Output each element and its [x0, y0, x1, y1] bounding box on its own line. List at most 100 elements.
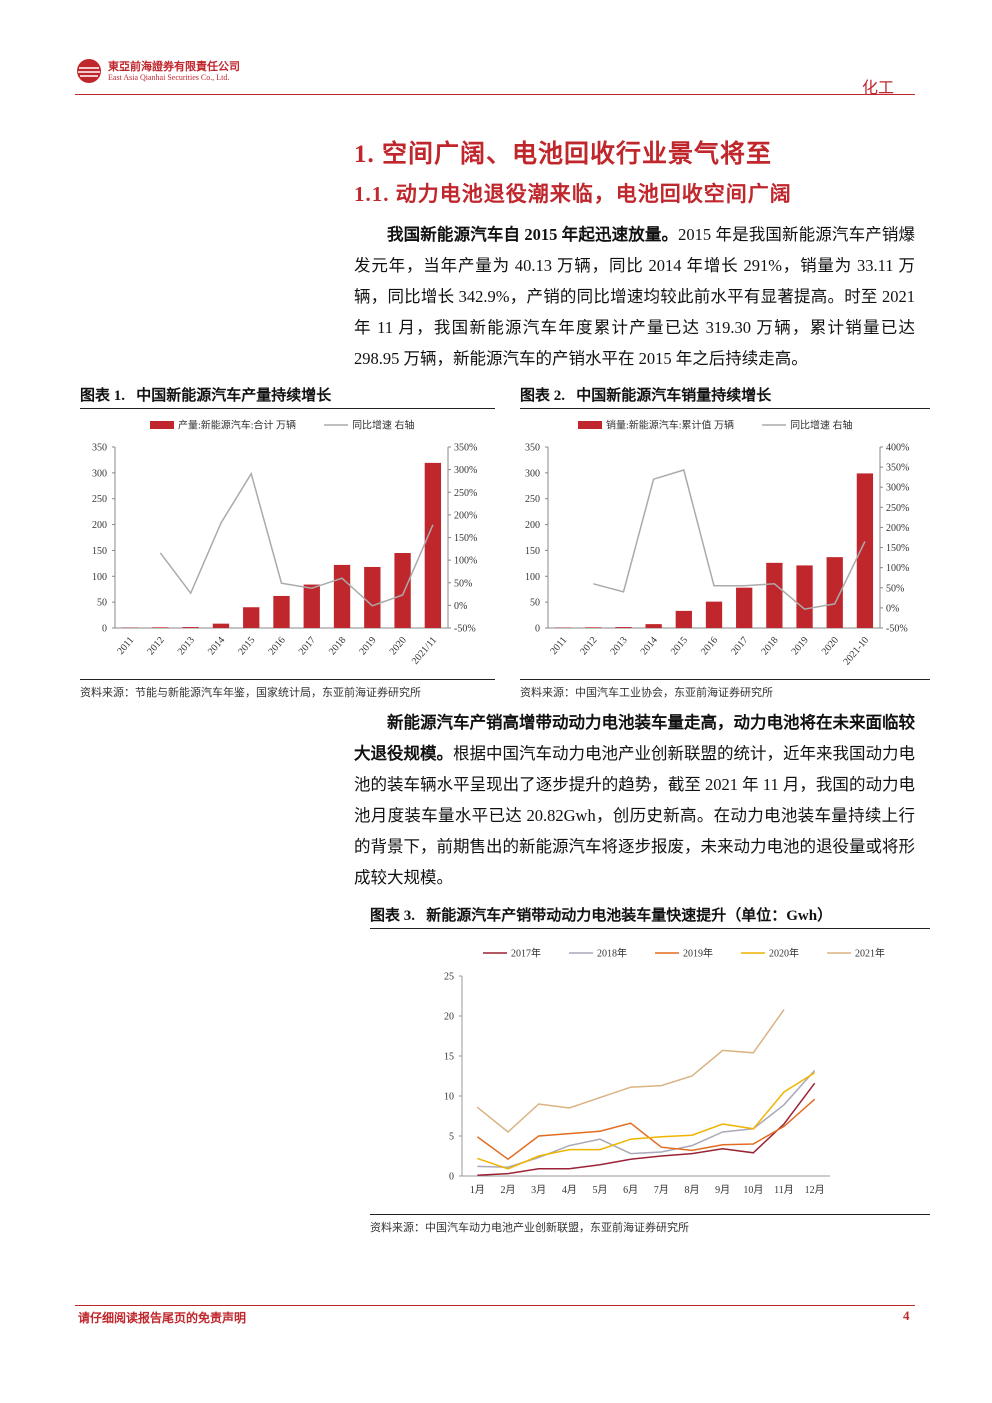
line	[477, 1082, 816, 1176]
y2-tick-label: 400%	[886, 443, 909, 454]
y-tick-label: 100	[525, 572, 540, 583]
x-tick-label: 7月	[654, 1184, 669, 1196]
chart-title: 图表 1. 中国新能源汽车产量持续增长	[80, 384, 495, 409]
company-cn: 東亞前海證券有限責任公司	[108, 61, 240, 73]
x-tick-label: 2020	[820, 635, 841, 657]
paragraph: 新能源汽车产销高增带动动力电池装车量走高，动力电池将在未来面临较大退役规模。根据…	[354, 707, 915, 893]
bar	[585, 627, 602, 628]
bar	[303, 584, 320, 628]
bar	[615, 627, 632, 628]
x-tick-label: 2013	[176, 635, 197, 657]
line	[593, 469, 866, 610]
y2-tick-label: 0%	[886, 603, 899, 614]
x-tick-label: 3月	[531, 1184, 546, 1196]
legend-label: 2021年	[855, 947, 885, 960]
y2-tick-label: 300%	[886, 483, 909, 494]
bar	[645, 624, 662, 628]
y2-tick-label: 350%	[454, 443, 477, 454]
y-tick-label: 250	[525, 494, 540, 505]
heading: 1. 空间广阔、电池回收行业景气将至	[354, 141, 773, 168]
x-tick-label: 4月	[562, 1184, 577, 1196]
x-tick-label: 2017	[729, 635, 750, 657]
y-tick-label: 0	[102, 624, 107, 635]
bar	[766, 562, 783, 628]
x-tick-label: 2017	[297, 635, 318, 657]
y-tick-label: 300	[525, 468, 540, 479]
bar	[243, 607, 260, 628]
bar	[424, 462, 442, 628]
footer-rule	[75, 1305, 915, 1306]
line	[159, 471, 434, 607]
chart-title: 图表 2. 中国新能源汽车销量持续增长	[520, 384, 930, 409]
legend-label: 同比增速 右轴	[790, 419, 853, 432]
bar	[182, 627, 199, 628]
y2-tick-label: 250%	[886, 503, 909, 514]
sector: 化工	[862, 80, 895, 97]
line	[476, 1009, 785, 1133]
x-tick-label: 2012	[145, 635, 166, 657]
legend-label: 产量:新能源汽车:合计 万辆	[178, 419, 296, 432]
bar	[705, 601, 723, 628]
paragraph: 我国新能源汽车自 2015 年起迅速放量。2015 年是我国新能源汽车产销爆发元…	[354, 219, 915, 374]
y2-tick-label: 200%	[454, 510, 477, 521]
x-tick-label: 2018	[327, 635, 348, 657]
y-tick-label: 150	[92, 546, 107, 557]
paragraph-text: 2015 年是我国新能源汽车产销爆发元年，当年产量为 40.13 万辆，同比 2…	[354, 225, 916, 368]
page-number: 4	[903, 1308, 910, 1323]
logo	[77, 59, 101, 83]
y-tick-label: 100	[92, 572, 107, 583]
bar	[364, 566, 381, 628]
bar	[736, 587, 753, 628]
legend-label: 2018年	[597, 947, 627, 960]
line	[477, 1069, 816, 1168]
legend-label: 2019年	[683, 947, 713, 960]
x-tick-label: 2011	[115, 635, 136, 657]
y2-tick-label: 300%	[454, 465, 477, 476]
y-tick-label: 0	[535, 624, 540, 635]
y2-tick-label: -50%	[886, 624, 908, 635]
y-tick-label: 350	[525, 443, 540, 454]
y-tick-label: 10	[444, 1092, 454, 1103]
legend-label: 2017年	[511, 947, 541, 960]
x-tick-label: 2020	[388, 635, 409, 657]
y2-tick-label: 250%	[454, 488, 477, 499]
x-tick-label: 2012	[578, 635, 599, 657]
bar	[826, 557, 843, 628]
x-tick-label: 2021-10	[841, 635, 871, 668]
x-tick-label: 2014	[639, 635, 660, 657]
y2-tick-label: 150%	[886, 543, 909, 554]
bar	[675, 610, 692, 628]
legend-swatch	[150, 421, 174, 429]
chart: 0 50 100 150 200 250 300 350 -50% 0% 50% 100% 150% 20…	[92, 419, 477, 667]
y-tick-label: 200	[525, 520, 540, 531]
y-tick-label: 350	[92, 443, 107, 454]
bar	[796, 565, 813, 628]
x-tick-label: 2019	[357, 635, 378, 657]
y2-tick-label: 100%	[454, 556, 477, 567]
paragraph-lead: 我国新能源汽车自 2015 年起迅速放量。	[387, 225, 679, 244]
y2-tick-label: 100%	[886, 563, 909, 574]
bar	[212, 623, 230, 628]
chart: 0 50 100 150 200 250 300 350 -50% 0% 50% 100% 150% 20…	[525, 419, 909, 668]
y-tick-label: 250	[92, 494, 107, 505]
x-tick-label: 10月	[743, 1184, 763, 1196]
paragraph-lead: 新能源汽车产销高增带动动力电池装车量走高，动力电池将在未来面临较大退役规模。	[354, 713, 915, 763]
y-tick-label: 50	[530, 598, 540, 609]
x-tick-label: 2013	[608, 635, 629, 657]
x-tick-label: 2018	[759, 635, 780, 657]
y2-tick-label: 200%	[886, 523, 909, 534]
x-tick-label: 2021/11	[410, 635, 439, 667]
y2-tick-label: 0%	[454, 601, 467, 612]
y2-tick-label: 150%	[454, 533, 477, 544]
x-tick-label: 8月	[685, 1184, 700, 1196]
disclaimer: 请仔细阅读报告尾页的免责声明	[78, 1311, 247, 1325]
y2-tick-label: -50%	[454, 624, 476, 635]
x-tick-label: 2015	[669, 635, 690, 657]
legend-label: 同比增速 右轴	[352, 419, 415, 432]
x-tick-label: 5月	[593, 1184, 608, 1196]
x-tick-label: 2016	[699, 635, 720, 657]
y-tick-label: 20	[444, 1012, 454, 1023]
company-en: East Asia Qianhai Securities Co., Ltd.	[108, 73, 230, 82]
bar	[856, 473, 874, 628]
legend-swatch	[578, 421, 602, 429]
